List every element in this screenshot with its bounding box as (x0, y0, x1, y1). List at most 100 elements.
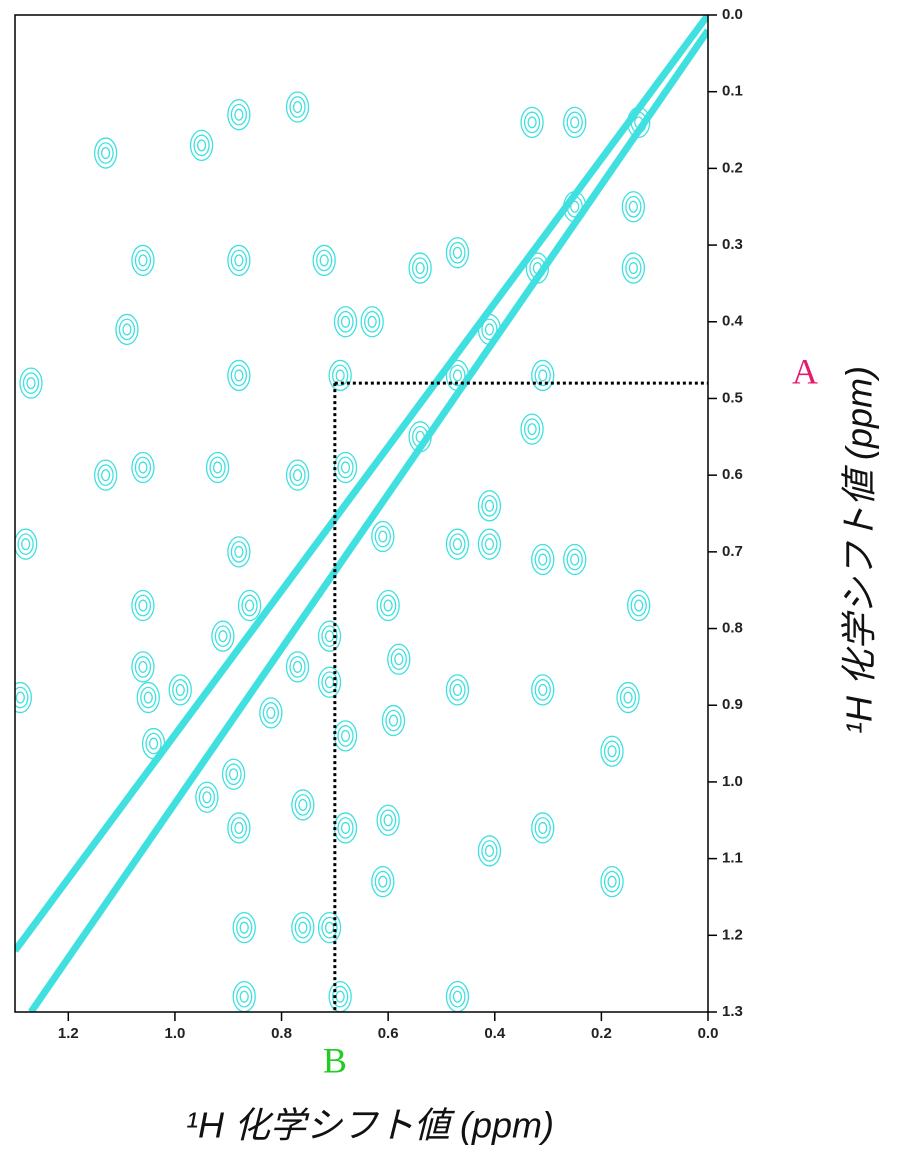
contour-ring (570, 200, 580, 213)
peak (445, 359, 470, 392)
peak (531, 812, 555, 844)
contour-ring (380, 594, 397, 617)
peak (531, 359, 555, 392)
contour-ring (481, 533, 498, 556)
contour-ring (337, 817, 354, 839)
contour-ring (234, 254, 244, 267)
y-tick-label: 1.3 (722, 1003, 743, 1020)
contour-ring (193, 134, 210, 157)
x-tick-label: 0.6 (378, 1025, 399, 1042)
contour-ring (340, 821, 351, 834)
contour-ring (449, 241, 466, 264)
y-tick-label: 0.0 (722, 6, 743, 23)
peak (445, 674, 470, 706)
contour-ring (230, 817, 248, 839)
contour-ring (337, 725, 354, 747)
contour-ring (332, 985, 349, 1008)
contour-ring (412, 257, 429, 279)
peak (408, 421, 432, 453)
contour-ring (340, 461, 351, 474)
y-axis-title: ¹H 化学シフト値 (ppm) (839, 366, 880, 734)
peak (312, 244, 336, 277)
peak (317, 911, 342, 944)
contour-ring (228, 768, 239, 781)
contour-ring (17, 533, 34, 556)
peak (408, 252, 432, 284)
contour-ring (607, 875, 617, 888)
contour-ring (292, 660, 303, 673)
contour-ring (607, 745, 617, 758)
x-tick-label: 1.2 (58, 1025, 79, 1042)
contour-ring (380, 809, 397, 832)
contour-ring (321, 625, 338, 648)
peak (333, 306, 358, 338)
contour-ring (289, 656, 306, 678)
contour-ring (534, 548, 551, 571)
peak (168, 674, 192, 706)
contour-ring (138, 461, 148, 474)
y-tick-label: 0.8 (722, 620, 743, 637)
peak (520, 413, 544, 445)
contour-ring (97, 464, 114, 487)
contour-ring (383, 599, 393, 612)
contour-ring (383, 814, 393, 827)
contour-ring (236, 916, 253, 939)
contour-ring (335, 990, 345, 1003)
peak (381, 704, 406, 737)
peak (227, 812, 251, 844)
contour-ring (452, 369, 463, 382)
contour-ring (175, 683, 185, 696)
contour-ring (118, 318, 136, 341)
contour-ring (529, 257, 546, 279)
peak (205, 451, 230, 484)
contour-ring (289, 96, 306, 118)
contour-ring (566, 195, 583, 218)
contour-ring (134, 249, 152, 272)
contour-ring (134, 594, 152, 617)
contour-ring (145, 732, 162, 755)
contour-ring (390, 648, 407, 671)
contour-ring (337, 456, 354, 479)
peak (600, 735, 624, 767)
contour-ring (172, 679, 189, 701)
contour-ring (538, 821, 548, 834)
contour-ring (538, 683, 548, 696)
contour-ring (449, 533, 466, 556)
annotation: A (792, 351, 818, 391)
peak (19, 367, 43, 399)
contour-ring (394, 653, 404, 666)
peak (621, 252, 646, 284)
peak (317, 620, 342, 652)
diagonal-ridge (15, 15, 708, 953)
contour-ring (292, 100, 303, 114)
contour-ring (97, 142, 114, 164)
contour-ring (340, 729, 351, 742)
peak (360, 306, 384, 338)
peak (131, 451, 155, 484)
contour-ring (449, 985, 466, 1008)
contour-ring (570, 553, 580, 566)
y-tick-label: 1.1 (722, 850, 743, 867)
contour-ring (321, 671, 338, 694)
contour-ring (484, 323, 495, 336)
peak (371, 520, 395, 553)
peak (285, 651, 310, 683)
peak (333, 720, 358, 752)
contour-ring (101, 146, 111, 160)
contour-ring (234, 545, 244, 558)
peak (93, 459, 118, 491)
contour-ring (319, 254, 329, 267)
contour-ring (534, 364, 551, 387)
peak (477, 835, 502, 867)
contour-ring (230, 249, 248, 272)
contour-ring (367, 315, 377, 328)
contour-ring (634, 599, 644, 612)
contour-ring (335, 369, 345, 382)
contour-ring (234, 108, 244, 121)
contour-ring (143, 691, 153, 704)
contour-ring (244, 599, 255, 612)
peak (211, 620, 235, 652)
contour-ring (298, 798, 308, 811)
contour-ring (566, 111, 583, 134)
x-tick-label: 0.2 (591, 1025, 612, 1042)
